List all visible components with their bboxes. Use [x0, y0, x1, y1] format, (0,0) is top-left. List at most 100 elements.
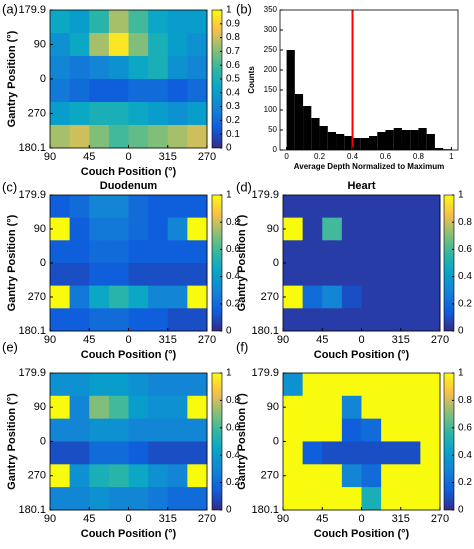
heat-cell	[381, 262, 402, 287]
heat-cell	[89, 285, 110, 309]
heat-cell	[187, 285, 208, 309]
y-tick-label: 0	[273, 257, 279, 269]
heat-cell	[167, 101, 188, 126]
heat-cell	[128, 124, 149, 149]
y-tick-label: 270	[28, 470, 46, 482]
heat-cell	[89, 217, 110, 241]
heat-cell	[108, 101, 129, 126]
heat-cell	[400, 308, 421, 332]
heat-cell	[302, 395, 323, 420]
colorbar-tick-label: 0.4	[226, 450, 240, 461]
heat-cell	[283, 395, 304, 420]
heat-cell	[187, 240, 208, 264]
x-tick-label: 270	[198, 513, 216, 525]
heat-cell	[128, 464, 149, 488]
colorbar-tick-label: 1	[458, 190, 464, 201]
colorbar-tick-label: 0.8	[226, 32, 240, 43]
y-tick-label: 179.9	[18, 367, 46, 379]
heat-cell	[420, 487, 441, 511]
heat-cell	[69, 55, 90, 80]
x-tick-label: 1	[449, 152, 454, 161]
heat-cell	[148, 217, 169, 241]
heat-cell	[400, 372, 421, 397]
panel-title: Duodenum	[100, 180, 158, 192]
heat-cell	[89, 101, 110, 126]
heat-cell	[400, 194, 421, 219]
y-tick-label: 250	[264, 45, 278, 54]
heat-cell	[167, 217, 188, 241]
histogram-bar	[434, 148, 444, 150]
heat-cell	[187, 262, 208, 287]
x-tick-label: 0	[125, 513, 131, 525]
heat-cell	[341, 262, 362, 287]
heat-cell	[148, 487, 169, 511]
heat-cell	[400, 262, 421, 287]
heat-cell	[50, 55, 71, 80]
heat-cell	[400, 240, 421, 264]
heat-cell	[108, 217, 129, 241]
histogram-bar	[294, 94, 304, 150]
heat-cell	[361, 487, 382, 511]
histogram-bar	[327, 132, 337, 150]
y-tick-label: 180.1	[251, 325, 279, 337]
panel-label: (c)	[2, 179, 17, 194]
colorbar	[211, 194, 223, 332]
panel-label: (d)	[236, 179, 252, 194]
heat-cell	[108, 308, 129, 332]
heat-cell	[69, 78, 90, 103]
heat-cell	[361, 395, 382, 420]
heat-cell	[361, 262, 382, 287]
x-tick-label: 0.2	[314, 152, 326, 161]
heat-cell	[108, 78, 129, 103]
heat-cell	[341, 194, 362, 219]
heat-cell	[283, 441, 304, 465]
heat-cell	[381, 464, 402, 488]
histogram-bar	[393, 128, 402, 150]
heat-cell	[148, 55, 169, 80]
x-tick-label: 90	[44, 151, 56, 163]
heat-cell	[322, 285, 343, 309]
x-tick-label: 45	[83, 513, 95, 525]
y-tick-label: 200	[264, 65, 278, 74]
heat-cell	[167, 441, 188, 465]
heat-cell	[420, 372, 441, 397]
x-tick-label: 270	[431, 513, 449, 525]
colorbar-tick-label: 1	[226, 190, 232, 201]
x-tick-label: 0	[125, 151, 131, 163]
y-tick-label: 270	[261, 470, 279, 482]
heat-cell	[187, 32, 208, 57]
heat-cell	[187, 78, 208, 103]
colorbar-tick-label: 0.8	[226, 395, 240, 406]
heat-cell	[283, 464, 304, 488]
colorbar-tick-label: 0.2	[226, 477, 240, 488]
heat-cell	[89, 487, 110, 511]
heat-cell	[148, 32, 169, 57]
heat-cell	[69, 194, 90, 219]
heat-cell	[69, 9, 90, 34]
heat-cell	[128, 262, 149, 287]
colorbar-tick-label: 0.6	[458, 422, 472, 433]
histogram-bar	[286, 50, 295, 150]
heat-cell	[50, 464, 71, 488]
x-tick-label: 0	[125, 334, 131, 346]
heat-cell	[69, 262, 90, 287]
heat-cell	[128, 32, 149, 57]
heat-cell	[50, 78, 71, 103]
heat-cell	[283, 418, 304, 442]
colorbar-tick-label: 0	[226, 505, 232, 516]
histogram-bar	[311, 118, 320, 150]
heat-cell	[69, 372, 90, 397]
colorbar	[443, 194, 455, 332]
heat-cell	[50, 395, 71, 420]
heat-cell	[50, 194, 71, 219]
colorbar-tick-label: 0.4	[458, 271, 472, 282]
y-tick-label: 150	[264, 85, 278, 94]
heat-cell	[381, 441, 402, 465]
heat-cell	[167, 124, 188, 149]
heat-cell	[108, 32, 129, 57]
colorbar-tick-label: 0	[226, 143, 232, 154]
colorbar-tick-label: 0.2	[226, 115, 240, 126]
heat-cell	[381, 308, 402, 332]
heat-cell	[400, 487, 421, 511]
heat-cell	[187, 217, 208, 241]
